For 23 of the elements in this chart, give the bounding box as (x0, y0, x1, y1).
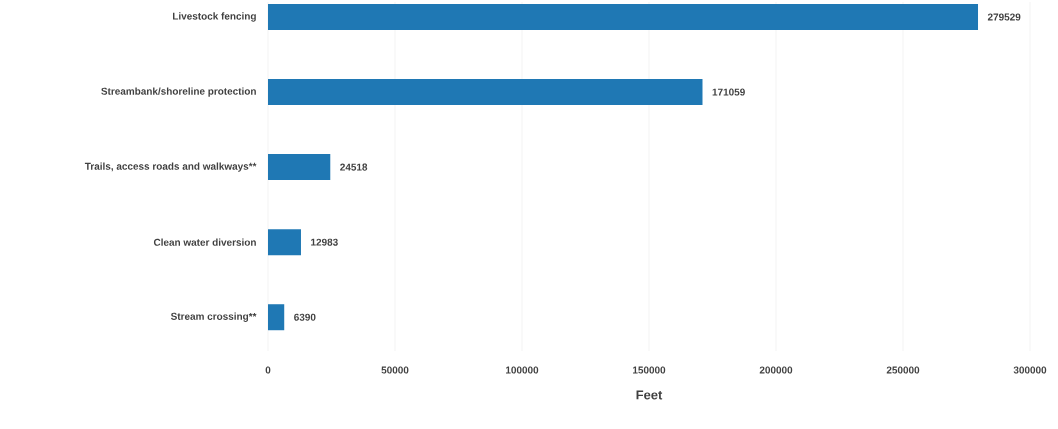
data-label: 12983 (311, 238, 338, 246)
x-axis-title: Feet (636, 390, 663, 400)
x-tick-label: 150000 (633, 366, 666, 374)
x-tick-label: 0 (265, 366, 271, 374)
y-tick-label: Livestock fencing (173, 12, 256, 22)
x-tick-label: 50000 (381, 366, 409, 374)
data-label: 24518 (340, 163, 368, 171)
bar (268, 4, 979, 31)
x-tick-label: 250000 (886, 366, 920, 374)
y-tick-label: Clean water diversion (153, 238, 256, 246)
x-tick-label: 300000 (1013, 366, 1047, 374)
bar (268, 154, 331, 181)
y-tick-label: Streambank/shoreline protection (101, 87, 256, 97)
bar (268, 79, 703, 106)
x-tick-label: 100000 (506, 366, 539, 374)
y-tick-label: Trails, access roads and walkways** (84, 162, 257, 172)
data-label: 171059 (712, 88, 745, 96)
data-label: 279529 (987, 13, 1021, 21)
x-tick-label: 200000 (759, 366, 793, 374)
data-label: 6390 (294, 313, 316, 321)
bar (268, 229, 301, 256)
y-tick-label: Stream crossing** (170, 312, 257, 322)
bar (268, 304, 285, 331)
